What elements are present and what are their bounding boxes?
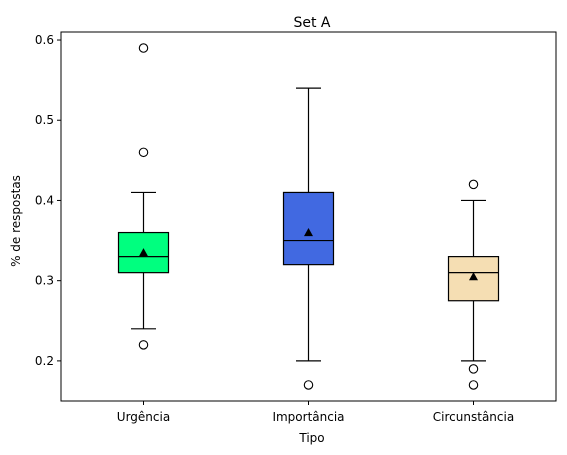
x-axis-label: Tipo <box>298 431 324 445</box>
box-3 <box>447 179 500 390</box>
mean-marker <box>304 228 313 237</box>
x-tick-label: Importância <box>272 410 344 424</box>
outlier-point <box>138 43 149 53</box>
outlier-point <box>468 380 479 390</box>
mean-marker <box>139 248 148 257</box>
x-tick-label: Circunstância <box>433 410 514 424</box>
y-tick-label: 0.5 <box>35 113 54 127</box>
box-2 <box>282 87 335 390</box>
y-tick-label: 0.2 <box>35 354 54 368</box>
iqr-box <box>447 256 500 302</box>
y-axis-label: % de respostas <box>9 175 23 267</box>
outlier-point <box>138 340 149 350</box>
axes-frame <box>60 31 557 402</box>
y-tick-label: 0.3 <box>35 274 54 288</box>
plot-area: 0.2 0.3 0.4 0.5 0.6 Urgência Importância Circun… <box>35 33 514 424</box>
outlier-point <box>303 380 314 390</box>
outlier-point <box>138 147 149 158</box>
x-tick-label: Urgência <box>117 410 170 424</box>
y-tick-label: 0.4 <box>35 193 54 207</box>
outlier-point <box>468 179 479 190</box>
outlier-point <box>468 364 479 374</box>
mean-marker <box>469 272 478 281</box>
chart-title: Set A <box>293 15 330 31</box>
box-1 <box>117 43 170 350</box>
y-tick-label: 0.6 <box>35 33 54 47</box>
